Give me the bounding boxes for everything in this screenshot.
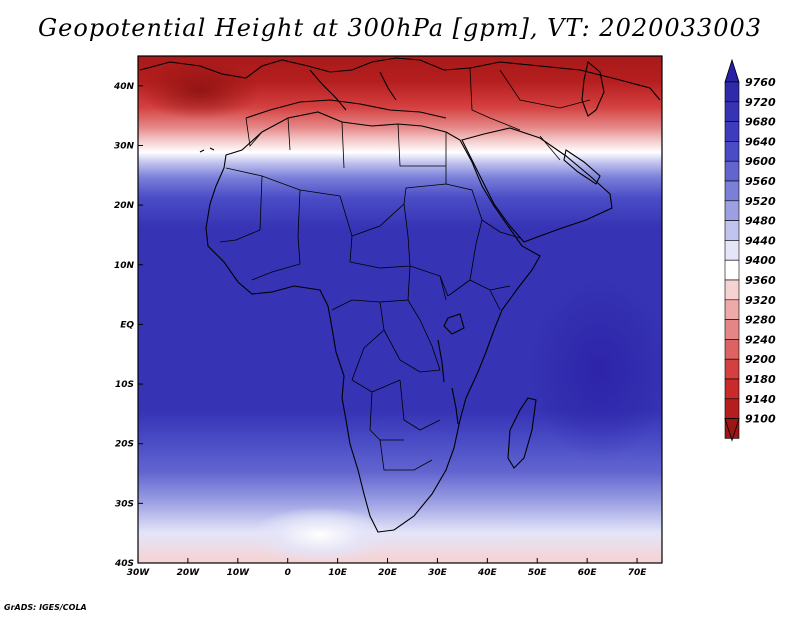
- x-tick-label: 60E: [578, 568, 598, 578]
- y-tick-label: 30S: [115, 499, 134, 509]
- colorbar-label: 9180: [745, 373, 776, 386]
- colorbar-label: 9520: [745, 195, 776, 208]
- y-tick-label: 30N: [114, 141, 135, 151]
- colorbar-label: 9100: [745, 413, 776, 426]
- colorbar: 9760 9720 9680 9640 9600 9560 9520 9480 9440 9400…: [724, 58, 776, 442]
- colorbar-label: 9480: [745, 215, 776, 228]
- arabia-coastline: [461, 127, 613, 243]
- y-tick-label: 20N: [114, 201, 135, 211]
- colorbar-label: 9640: [745, 135, 776, 148]
- colorbar-swatch: [724, 160, 740, 182]
- x-tick-label: 10W: [227, 568, 251, 578]
- canary-islands: [199, 147, 215, 153]
- colorbar-label: 9560: [745, 175, 776, 188]
- coastlines: [139, 57, 661, 533]
- colorbar-swatch: [724, 81, 740, 103]
- x-tick-label: 30W: [127, 568, 151, 578]
- colorbar-swatch: [724, 220, 740, 241]
- grads-credit: GrADS: IGES/COLA: [4, 603, 87, 612]
- colorbar-bottom-arrow: [724, 418, 740, 442]
- lake-tanganyika: [437, 339, 445, 383]
- colorbar-label: 9720: [745, 96, 776, 109]
- x-tick-label: 50E: [528, 568, 548, 578]
- colorbar-swatch: [724, 398, 740, 419]
- x-tick-label: 30E: [428, 568, 448, 578]
- mediterranean-south: [245, 99, 447, 119]
- colorbar-label: 9760: [745, 76, 776, 89]
- colorbar-label: 9680: [745, 116, 776, 129]
- colorbar-label: 9600: [745, 155, 776, 168]
- colorbar-label: 9440: [745, 234, 776, 247]
- europe-coastline: [139, 57, 661, 101]
- map-frame: [137, 55, 663, 564]
- madagascar: [507, 397, 537, 469]
- persian-gulf: [563, 149, 601, 185]
- colorbar-swatch: [724, 378, 740, 400]
- colorbar-label: 9400: [745, 254, 776, 267]
- colorbar-swatch: [724, 279, 740, 301]
- x-tick-label: 10E: [328, 568, 348, 578]
- colorbar-swatch: [724, 259, 740, 281]
- colorbar-swatch: [724, 339, 740, 360]
- colorbar-swatch: [724, 141, 740, 162]
- y-tick-label: 40N: [113, 82, 135, 92]
- lake-malawi: [451, 387, 459, 425]
- x-tick-label: 70E: [628, 568, 648, 578]
- x-tick-label: 40E: [477, 568, 498, 578]
- colorbar-label: 9200: [745, 353, 776, 366]
- colorbar-swatch: [724, 200, 740, 221]
- y-tick-label: 10S: [115, 380, 134, 390]
- colorbar-top-arrow: [724, 58, 740, 83]
- country-borders: [219, 67, 591, 471]
- colorbar-swatch: [724, 319, 740, 340]
- colorbar-label: 9140: [745, 393, 776, 406]
- y-tick-label: 20S: [115, 440, 134, 450]
- y-tick-label: 10N: [114, 261, 135, 271]
- y-axis: 40N 30N 20N 10N EQ 10S 20S 30S 40S: [113, 82, 143, 569]
- y-tick-label: 40S: [114, 559, 134, 569]
- colorbar-label: 9280: [745, 314, 776, 327]
- greece-peninsula: [379, 71, 397, 101]
- map-title: Geopotential Height at 300hPa [gpm], VT:…: [38, 14, 762, 42]
- italy-peninsula: [309, 69, 347, 111]
- x-tick-label: 20W: [177, 568, 201, 578]
- africa-coastline: [205, 111, 541, 533]
- colorbar-swatch: [724, 180, 740, 202]
- x-axis: 30W 20W 10W 0 10E 20E 30E 40E 50E 60E 70E: [127, 558, 647, 578]
- colorbar-swatch: [724, 121, 740, 142]
- caspian-sea: [581, 60, 605, 117]
- colorbar-label: 9320: [745, 294, 776, 307]
- colorbar-label: 9360: [745, 274, 776, 287]
- colorbar-label: 9240: [745, 333, 776, 346]
- colorbar-swatch: [724, 240, 740, 261]
- height-field: [138, 56, 662, 563]
- x-tick-label: 20E: [378, 568, 398, 578]
- lake-victoria: [443, 313, 465, 335]
- y-tick-label: EQ: [120, 320, 134, 330]
- colorbar-swatch: [724, 101, 740, 122]
- colorbar-swatch: [724, 299, 740, 320]
- x-tick-label: 0: [285, 568, 291, 578]
- colorbar-swatch: [724, 358, 740, 380]
